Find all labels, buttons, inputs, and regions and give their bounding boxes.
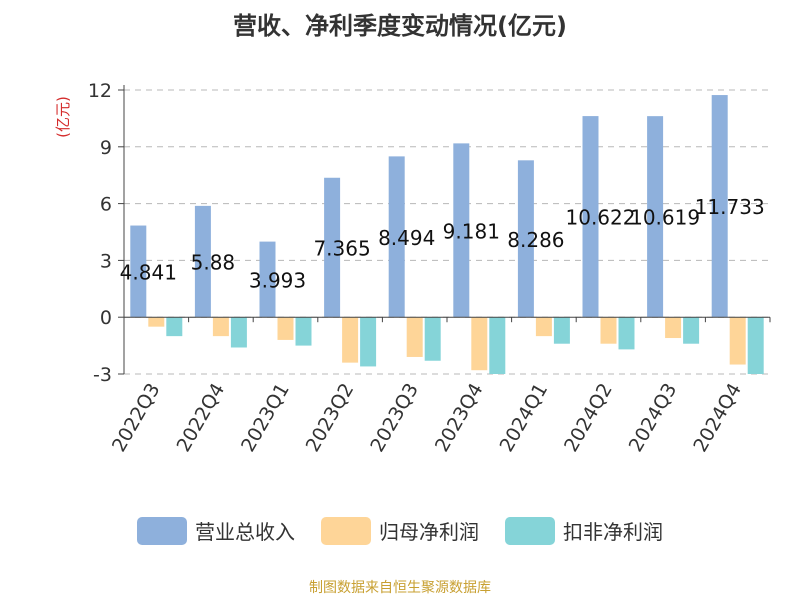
data-label: 5.88 bbox=[191, 251, 236, 275]
data-label: 10.619 bbox=[630, 206, 700, 230]
legend-swatch bbox=[321, 516, 371, 545]
legend-label: 营业总收入 bbox=[195, 520, 295, 544]
bar bbox=[582, 116, 599, 318]
y-tick-label: 12 bbox=[88, 80, 112, 102]
bar bbox=[212, 317, 229, 337]
y-tick-label: 3 bbox=[100, 250, 112, 272]
x-tick-label: 2022Q3 bbox=[108, 380, 165, 456]
data-label: 8.494 bbox=[378, 226, 435, 250]
bar bbox=[259, 241, 276, 318]
bar bbox=[277, 317, 294, 340]
y-tick-label: 0 bbox=[100, 307, 112, 329]
legend-label: 扣非净利润 bbox=[563, 520, 663, 544]
data-label: 8.286 bbox=[507, 228, 564, 252]
bar bbox=[424, 317, 441, 361]
legend-swatch bbox=[137, 516, 187, 545]
x-tick-label: 2024Q1 bbox=[495, 380, 552, 456]
bar bbox=[665, 317, 682, 339]
x-tick-label: 2023Q2 bbox=[302, 380, 359, 456]
x-tick-label: 2023Q3 bbox=[366, 380, 423, 456]
legend-label: 归母净利润 bbox=[379, 520, 479, 544]
bar bbox=[600, 317, 617, 344]
bar bbox=[747, 317, 764, 374]
legend-item[interactable]: 扣非净利润 bbox=[505, 516, 663, 545]
bar bbox=[535, 317, 552, 337]
bar bbox=[230, 317, 247, 348]
bar bbox=[647, 116, 664, 318]
bar bbox=[388, 156, 405, 318]
data-label: 3.993 bbox=[249, 268, 306, 292]
legend: 营业总收入 归母净利润 扣非净利润 bbox=[0, 516, 800, 545]
y-tick-label: -3 bbox=[93, 364, 112, 386]
data-label: 4.841 bbox=[120, 260, 177, 284]
x-tick-label: 2023Q4 bbox=[431, 380, 488, 456]
bar bbox=[148, 317, 165, 327]
data-label: 7.365 bbox=[313, 236, 370, 260]
bar bbox=[553, 317, 570, 344]
x-tick-label: 2022Q4 bbox=[172, 380, 229, 456]
bar bbox=[471, 317, 488, 371]
x-tick-label: 2024Q4 bbox=[689, 380, 746, 456]
bar bbox=[711, 95, 728, 318]
bar bbox=[360, 317, 377, 367]
data-label: 9.181 bbox=[443, 219, 500, 243]
bar bbox=[130, 225, 147, 318]
bar bbox=[618, 317, 635, 350]
source-note: 制图数据来自恒生聚源数据库 bbox=[309, 580, 491, 596]
x-tick-label: 2023Q1 bbox=[237, 380, 294, 456]
bar bbox=[729, 317, 746, 365]
bar bbox=[295, 317, 312, 346]
bar bbox=[324, 177, 341, 318]
bar bbox=[166, 317, 183, 337]
y-tick-label: 9 bbox=[100, 137, 112, 159]
bar bbox=[453, 143, 470, 318]
legend-item[interactable]: 归母净利润 bbox=[321, 516, 479, 545]
legend-item[interactable]: 营业总收入 bbox=[137, 516, 295, 545]
chart-title: 营收、净利季度变动情况(亿元) bbox=[233, 12, 567, 40]
bar bbox=[342, 317, 359, 363]
bar bbox=[517, 160, 534, 318]
bar bbox=[406, 317, 423, 357]
data-label: 11.733 bbox=[695, 195, 765, 219]
legend-swatch bbox=[505, 516, 555, 545]
y-axis-label: (亿元) bbox=[54, 96, 72, 138]
y-tick-label: 6 bbox=[100, 194, 112, 216]
x-tick-label: 2024Q2 bbox=[560, 380, 617, 456]
data-label: 10.622 bbox=[566, 206, 636, 230]
x-tick-label: 2024Q3 bbox=[625, 380, 682, 456]
bar bbox=[683, 317, 700, 344]
bar bbox=[489, 317, 506, 374]
bar bbox=[194, 205, 211, 318]
